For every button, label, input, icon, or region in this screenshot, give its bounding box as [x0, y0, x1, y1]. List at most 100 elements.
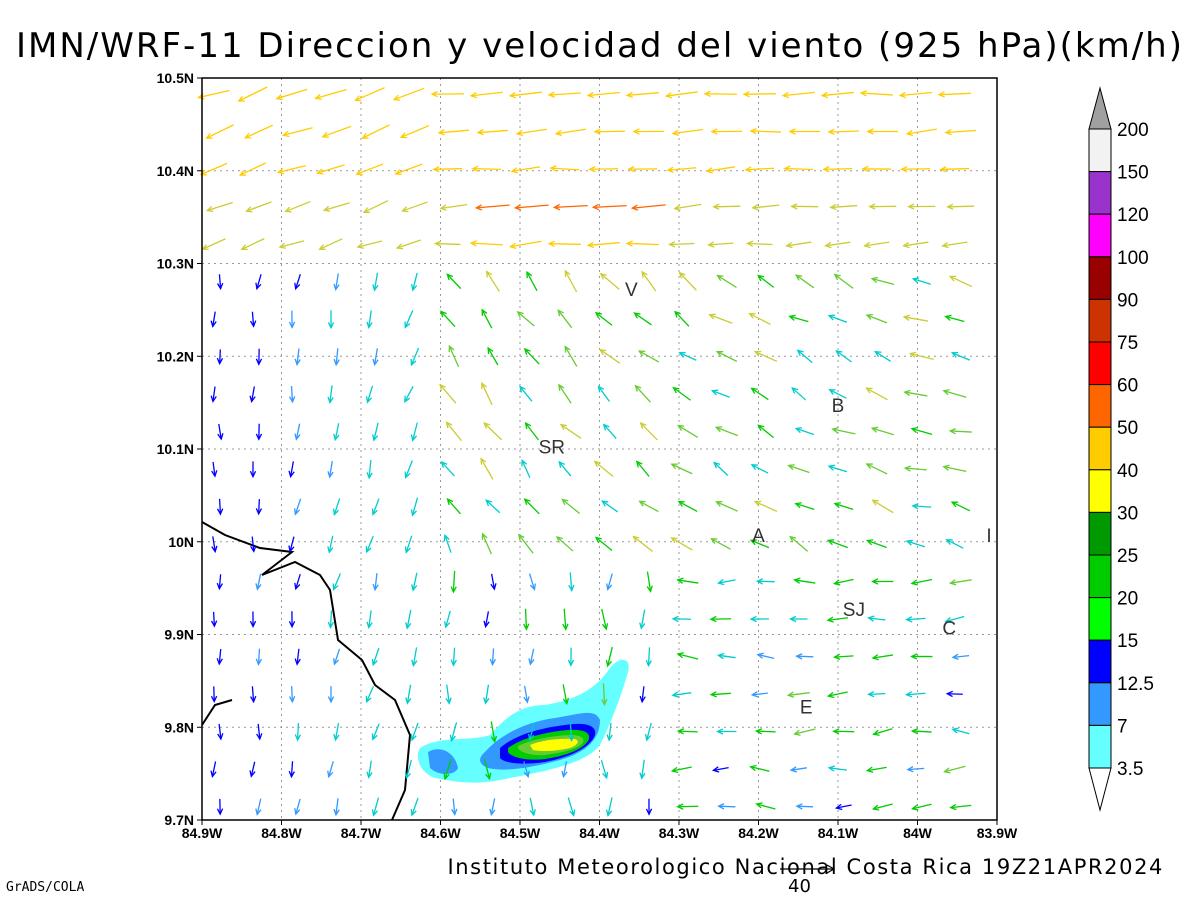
wind-vector: [646, 571, 653, 593]
wind-vector: [361, 124, 390, 139]
wind-vector: [644, 722, 652, 742]
colorbar-label: 40: [1117, 461, 1138, 482]
wind-vector: [870, 426, 895, 436]
wind-vector: [911, 803, 932, 811]
wind-vector: [365, 535, 374, 554]
wind-vector: [902, 241, 929, 249]
wind-vector: [558, 383, 572, 404]
wind-vector: [750, 387, 769, 401]
wind-vector: [395, 239, 422, 250]
wind-vector: [392, 87, 425, 101]
wind-vector: [523, 498, 540, 515]
wind-vector: [255, 348, 263, 366]
wind-vector: [481, 381, 493, 406]
colorbar-swatch: [1088, 384, 1112, 428]
wind-vector: [404, 759, 413, 780]
wind-vector: [480, 457, 494, 480]
wind-vector: [905, 539, 926, 548]
wind-vector: [554, 128, 586, 137]
wind-vector: [564, 345, 578, 367]
wind-vector: [753, 350, 778, 362]
colorbar-label: 90: [1117, 290, 1138, 311]
wind-vector: [829, 203, 858, 211]
colorbar-over-triangle: [1088, 86, 1112, 130]
wind-vector: [794, 427, 815, 436]
wind-vector: [678, 351, 697, 361]
wind-vector: [255, 573, 262, 591]
wind-vector: [865, 387, 888, 401]
wind-vector: [249, 761, 256, 778]
wind-vector: [487, 346, 499, 366]
reference-vector-icon: [780, 864, 836, 874]
wind-vector: [676, 728, 698, 735]
wind-vector: [394, 163, 423, 176]
wind-vector: [601, 608, 609, 631]
wind-vector: [476, 128, 509, 136]
place-label: SR: [539, 438, 565, 459]
colorbar-label: 15: [1117, 631, 1138, 652]
wind-vector: [294, 573, 301, 591]
wind-vector: [250, 536, 257, 553]
wind-vector: [288, 386, 296, 404]
wind-vector: [781, 91, 815, 99]
wind-vector: [942, 389, 967, 398]
wind-vector: [594, 536, 613, 551]
wind-vector: [372, 422, 379, 442]
wind-vector: [676, 652, 699, 660]
x-tick-label: 84.8W: [261, 825, 302, 841]
colorbar-swatch: [1088, 171, 1112, 215]
credit-line: Instituto Meteorologico Nacional Costa R…: [447, 855, 1164, 879]
wind-vector: [568, 722, 575, 742]
wind-vector: [275, 88, 308, 101]
wind-vector: [677, 500, 698, 512]
wind-vector: [828, 389, 847, 399]
wind-vector: [634, 384, 651, 403]
wind-vector: [371, 797, 380, 817]
wind-vector: [711, 766, 729, 773]
wind-vector: [639, 422, 658, 441]
wind-vector: [217, 423, 224, 441]
wind-vector: [256, 723, 263, 741]
wind-vector: [937, 91, 971, 98]
wind-vector: [372, 348, 379, 367]
y-axis-ticks: 9.7N 9.8N 9.9N 10N 10.1N 10.2N 10.3N 10.4N 10.5N: [157, 70, 202, 828]
wind-vector: [868, 203, 897, 210]
wind-vector: [558, 460, 572, 477]
wind-vector: [508, 91, 542, 99]
wind-vector: [670, 766, 692, 774]
wind-vector: [783, 165, 814, 172]
colorbar-label: 200: [1117, 120, 1149, 141]
wind-vector: [601, 683, 608, 707]
wind-vector: [562, 608, 569, 631]
wind-vector: [831, 427, 856, 435]
wind-vector: [789, 766, 807, 773]
wind-vector: [714, 426, 739, 437]
wind-vector: [523, 608, 530, 631]
wind-vector: [632, 128, 665, 135]
wind-vector: [294, 648, 301, 666]
wind-vector: [293, 498, 302, 516]
wind-vector: [750, 464, 769, 474]
wind-vector: [664, 91, 698, 99]
wind-vector: [567, 797, 576, 817]
wind-vector: [944, 615, 965, 624]
wind-vector: [216, 648, 223, 666]
wind-vector: [216, 574, 224, 591]
wind-vector: [638, 500, 659, 513]
wind-vector: [197, 89, 230, 100]
wind-vector: [371, 498, 380, 516]
wind-vector: [439, 310, 456, 327]
x-tick-label: 84.7W: [341, 825, 382, 841]
wind-vector: [666, 166, 697, 174]
wind-vector: [401, 201, 428, 213]
wind-vector: [946, 203, 975, 210]
wind-vector: [288, 611, 296, 629]
y-tick-label: 10.2N: [157, 348, 194, 364]
wind-vector: [600, 759, 609, 780]
wind-vector: [216, 798, 224, 816]
wind-vector: [788, 314, 809, 323]
wind-vector: [333, 798, 340, 817]
wind-vector: [715, 350, 738, 362]
wind-vector: [834, 803, 852, 811]
wind-vector: [249, 311, 257, 328]
